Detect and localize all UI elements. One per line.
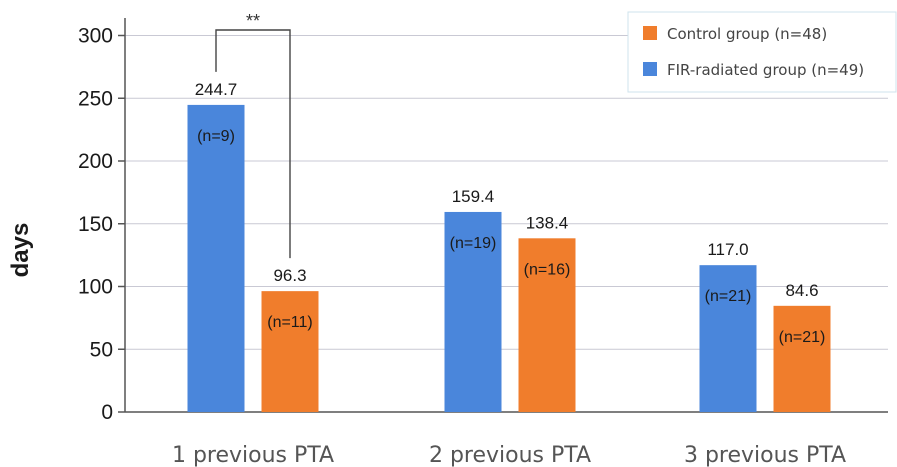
y-tick-label: 50: [90, 338, 113, 361]
bar-control-2: [518, 238, 576, 412]
value-label: 117.0: [707, 240, 748, 259]
y-tick-label: 300: [78, 25, 113, 48]
grid: [125, 35, 888, 350]
y-tick-label: 150: [78, 213, 113, 236]
significance-marker: **: [246, 11, 260, 31]
bar-fir-1: [187, 104, 245, 413]
n-label: (n=21): [705, 288, 752, 305]
x-category-label: 3 previous PTA: [684, 443, 846, 467]
value-label: 244.7: [195, 80, 238, 99]
value-label: 84.6: [785, 281, 818, 300]
legend: Control group (n=48) FIR-radiated group (…: [627, 11, 897, 93]
bar-control-1: [261, 291, 319, 412]
y-axis-label: days: [7, 223, 34, 278]
legend-box: [627, 11, 897, 93]
legend-label: FIR-radiated group (n=49): [667, 61, 864, 79]
n-label: (n=21): [779, 329, 826, 346]
y-tick-label: 0: [101, 401, 113, 424]
n-label: (n=19): [450, 235, 497, 252]
value-label: 138.4: [526, 213, 569, 232]
x-category-label: 2 previous PTA: [429, 443, 591, 467]
legend-swatch: [643, 26, 657, 40]
x-category-label: 1 previous PTA: [172, 443, 334, 467]
legend-label: Control group (n=48): [667, 25, 827, 43]
n-label: (n=11): [267, 314, 313, 331]
n-label: (n=16): [524, 261, 571, 278]
y-tick-label: 250: [78, 87, 113, 110]
value-label: 159.4: [452, 187, 495, 206]
y-tick-label: 100: [78, 276, 113, 299]
significance-bracket: [215, 29, 291, 259]
axes: 0 50 100 150 200 250 300 days 1 previous PTA 2 pr…: [7, 18, 888, 467]
annotations: **: [215, 11, 291, 259]
n-label: (n=9): [197, 128, 235, 145]
y-tick-label: 200: [78, 150, 113, 173]
legend-swatch: [643, 62, 657, 76]
bar-fir-2: [444, 211, 502, 412]
value-label: 96.3: [273, 266, 306, 285]
bar-fir-3: [699, 265, 757, 412]
bar-control-3: [773, 305, 831, 412]
bars: 244.7 (n=9) 159.4 (n=19) 117.0 (n=21) 96.3 (n=1…: [187, 80, 831, 413]
